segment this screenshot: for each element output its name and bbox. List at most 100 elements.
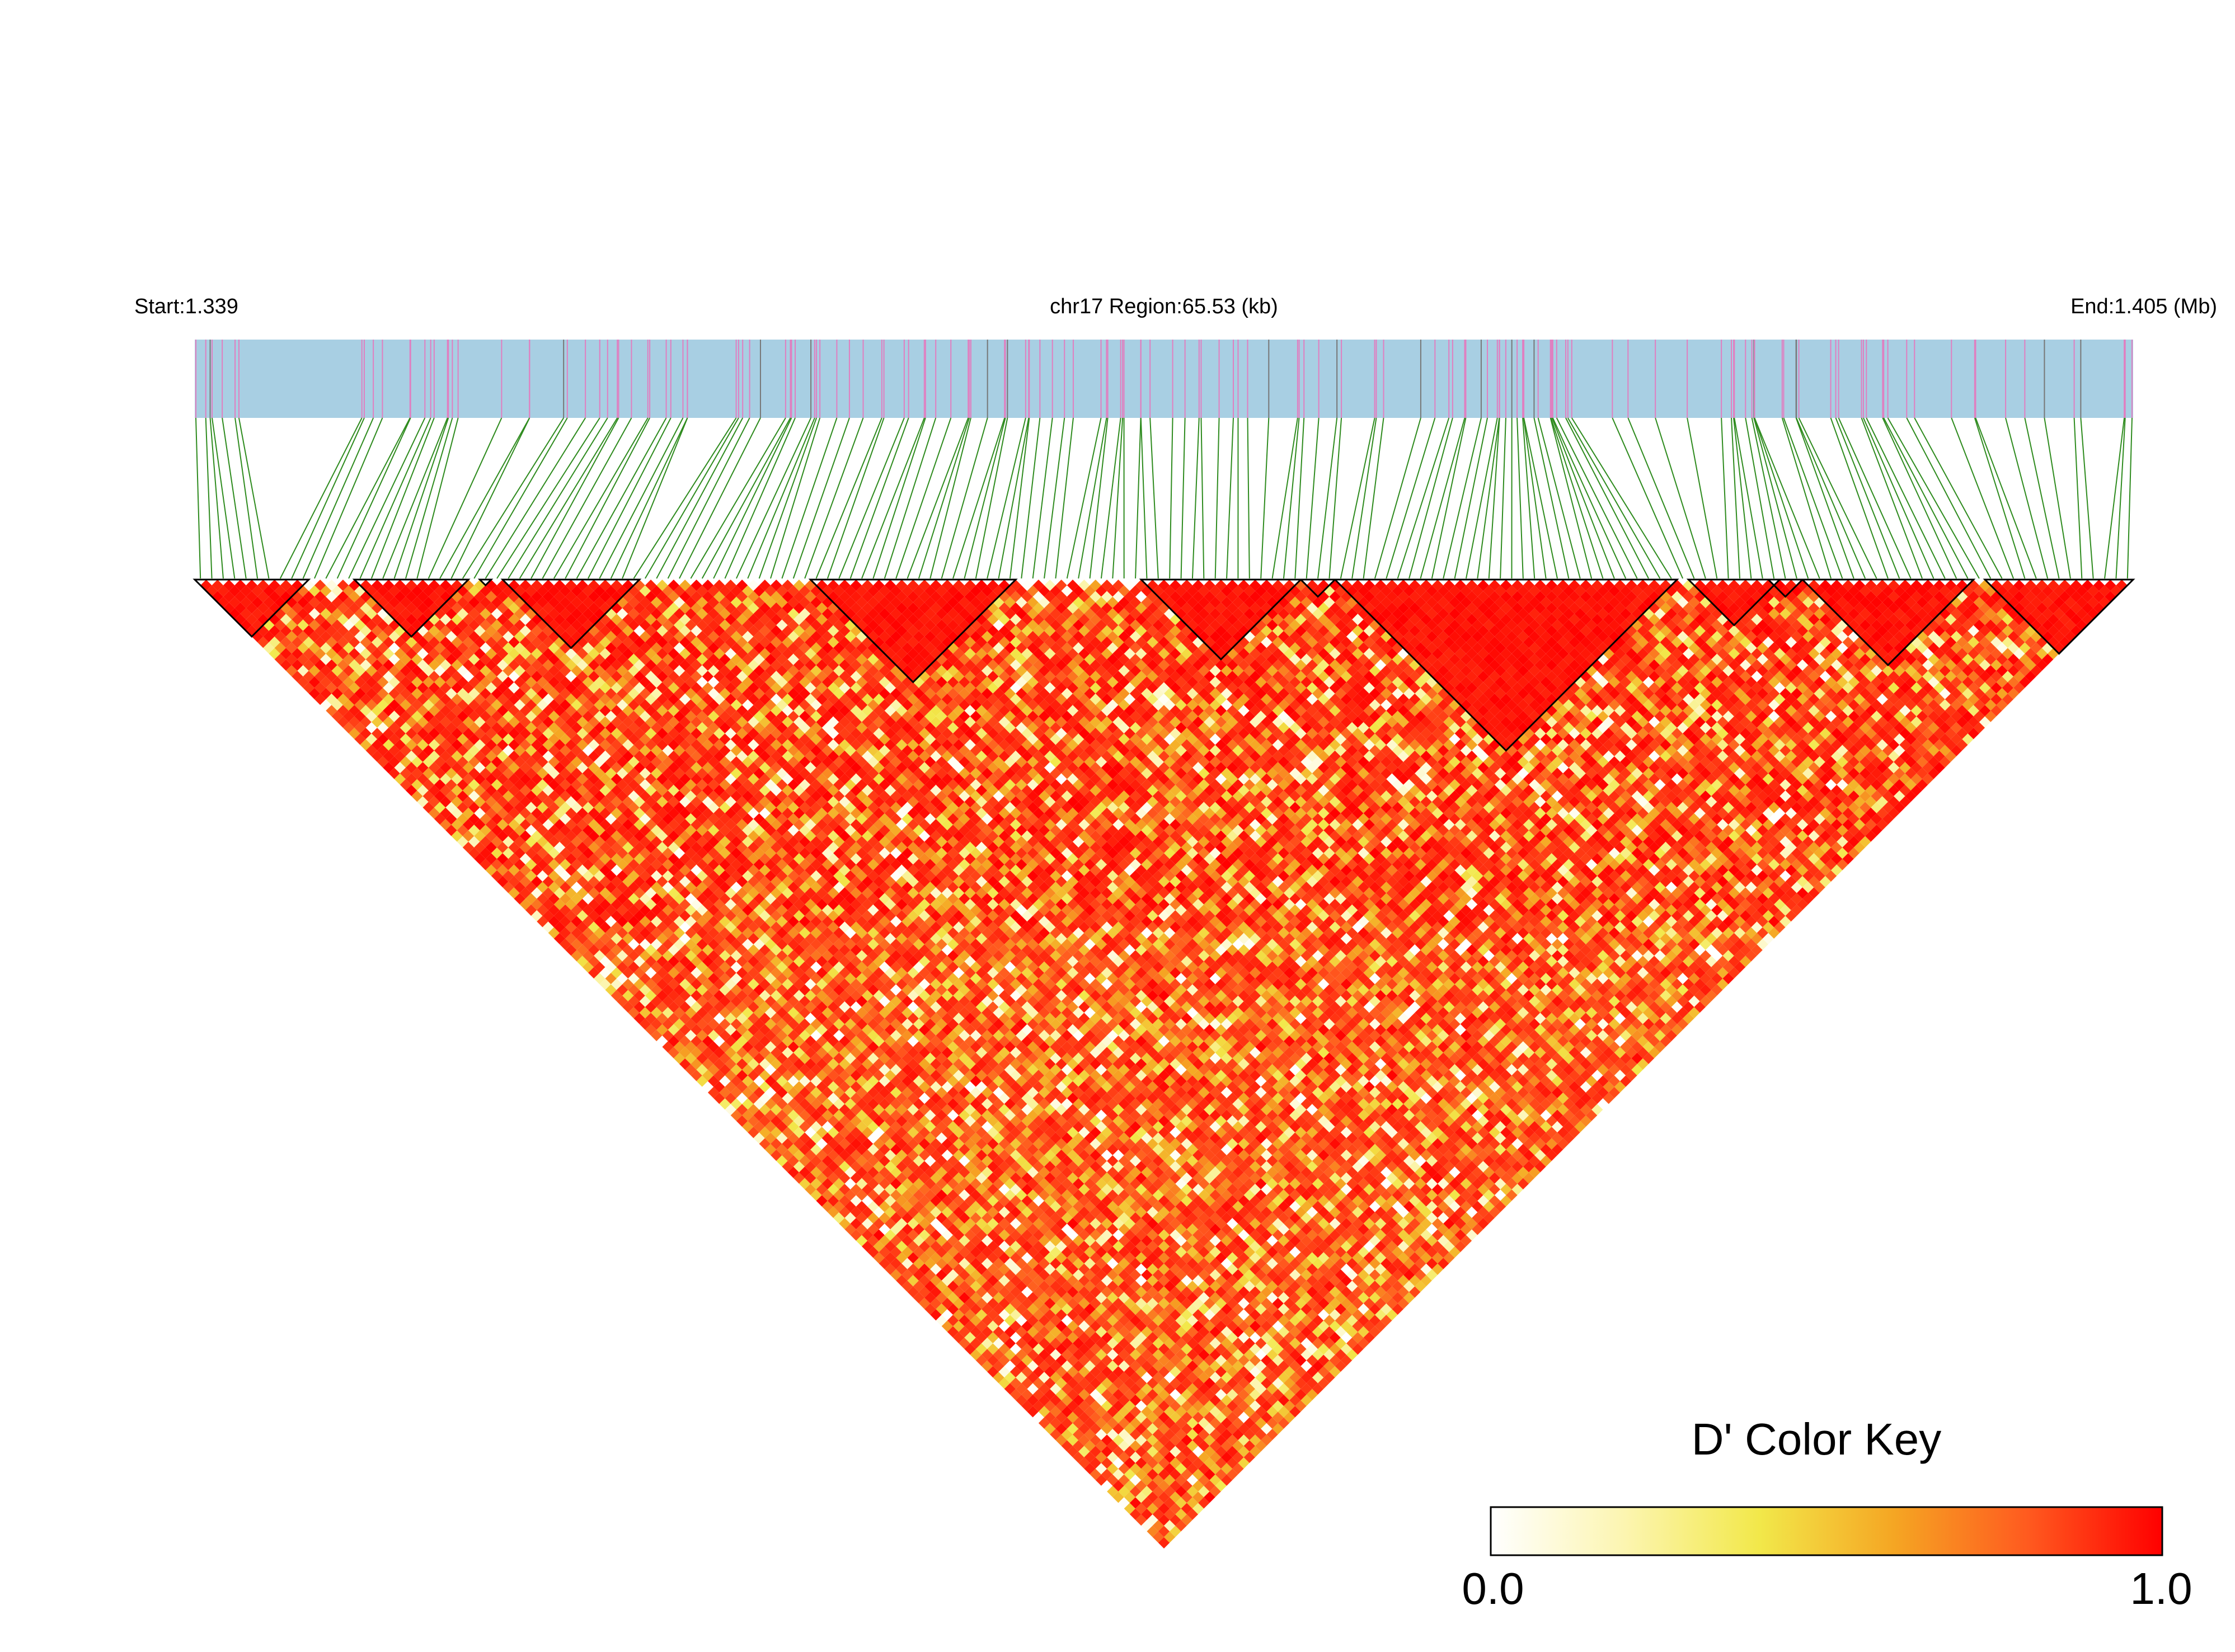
snp-connector — [987, 417, 1026, 579]
ld-cell — [1112, 1491, 1124, 1503]
ld-cell — [981, 1360, 993, 1372]
ld-cell — [365, 699, 378, 711]
ld-cell — [873, 1252, 885, 1264]
snp-position-track — [195, 340, 2133, 418]
ld-cell — [816, 1149, 828, 1161]
snp-connector — [1032, 417, 1053, 579]
snp-connector — [1835, 417, 1900, 579]
ld-cell — [821, 1189, 834, 1201]
ld-cell — [981, 1338, 993, 1349]
snp-connector — [1795, 417, 1854, 579]
ld-cell — [998, 1377, 1010, 1389]
ld-cell — [810, 1178, 822, 1190]
ld-cell — [1124, 1491, 1136, 1503]
ld-cell — [1084, 1451, 1096, 1463]
ld-cell — [491, 859, 503, 870]
ld-cell — [365, 745, 378, 756]
ld-cell — [816, 1161, 828, 1173]
ld-cell — [844, 1212, 856, 1224]
ld-cell — [821, 1178, 834, 1190]
ld-cell — [1009, 1389, 1022, 1401]
ld-cell — [833, 1166, 845, 1178]
snp-connector — [462, 417, 565, 579]
snp-connector — [588, 417, 672, 579]
snp-connector — [849, 417, 909, 579]
ld-cell — [274, 653, 287, 665]
ld-cell — [879, 1258, 890, 1269]
ld-cell — [827, 1161, 839, 1173]
ld-cell — [833, 1201, 845, 1212]
snp-connector — [1169, 417, 1173, 579]
ld-cell — [941, 1309, 954, 1321]
ld-cell — [947, 1326, 959, 1338]
snp-connector — [1781, 417, 1832, 579]
snp-connector — [485, 417, 586, 579]
snp-connector — [1247, 417, 1250, 579]
snp-connector — [1044, 417, 1065, 579]
snp-connector — [1798, 417, 1877, 579]
ld-cell — [1061, 1417, 1073, 1429]
snp-connector — [1975, 417, 2037, 579]
snp-connector — [895, 417, 952, 579]
snp-connector — [209, 417, 224, 579]
ld-cell — [873, 1206, 885, 1218]
ld-cell — [1004, 1383, 1016, 1395]
snp-connector — [656, 417, 744, 579]
ld-cell — [1084, 1440, 1096, 1452]
snp-connector — [2104, 417, 2125, 579]
ld-cell — [827, 1183, 839, 1196]
snp-connector — [1500, 417, 1506, 579]
ld-cell — [959, 1338, 970, 1349]
snp-connector — [1754, 417, 1820, 579]
ld-cell — [776, 1155, 788, 1167]
ld-cell — [1129, 1508, 1142, 1521]
snp-connector — [1551, 417, 1615, 579]
snp-position-ticks — [195, 340, 2133, 418]
snp-connector — [2080, 417, 2094, 579]
ld-cell — [793, 1138, 805, 1150]
snp-connector — [1055, 417, 1074, 579]
snp-connector — [815, 417, 882, 579]
ld-cell — [873, 1229, 885, 1241]
ld-cell — [1021, 1377, 1033, 1389]
ld-cell — [787, 1143, 799, 1156]
ld-cell — [1004, 1360, 1016, 1372]
snp-connector — [1754, 417, 1809, 579]
snp-connector — [1454, 417, 1489, 579]
ld-cell — [890, 1246, 902, 1258]
ld-cell — [491, 847, 503, 859]
ld-cell — [1135, 1480, 1147, 1492]
snp-connector — [622, 417, 688, 579]
snp-connector — [1112, 417, 1124, 579]
ld-cell — [1095, 1474, 1107, 1486]
ld-cell — [941, 1320, 954, 1332]
snp-connector — [1565, 417, 1649, 579]
snp-connector — [2073, 417, 2083, 579]
ld-cell — [565, 898, 577, 910]
snp-connector — [1214, 417, 1220, 579]
snp-connector — [238, 417, 270, 579]
snp-connector-lines — [195, 417, 2133, 579]
ld-cell — [856, 1235, 868, 1247]
ld-cell — [953, 1331, 965, 1344]
ld-cell — [936, 1281, 947, 1292]
snp-connector — [1260, 417, 1270, 579]
ld-cell — [1072, 1440, 1084, 1452]
ld-cell — [787, 1166, 799, 1178]
ld-cell — [1061, 1440, 1073, 1452]
ld-cell — [850, 1195, 862, 1207]
snp-connector — [1140, 417, 1148, 579]
ld-cell — [1055, 1423, 1067, 1435]
ld-cell — [1050, 1406, 1062, 1418]
ld-cell — [924, 1269, 936, 1281]
ld-cell — [918, 1274, 931, 1287]
ld-cell — [901, 1246, 913, 1258]
ld-cell — [365, 710, 378, 722]
ld-cell — [1032, 1377, 1045, 1389]
ld-cell — [1129, 1497, 1142, 1509]
ld-cell — [1129, 1485, 1142, 1498]
ld-cell — [879, 1212, 890, 1224]
ld-cell — [890, 1269, 902, 1281]
ld-cell — [930, 1286, 942, 1298]
ld-cell — [993, 1338, 1004, 1349]
